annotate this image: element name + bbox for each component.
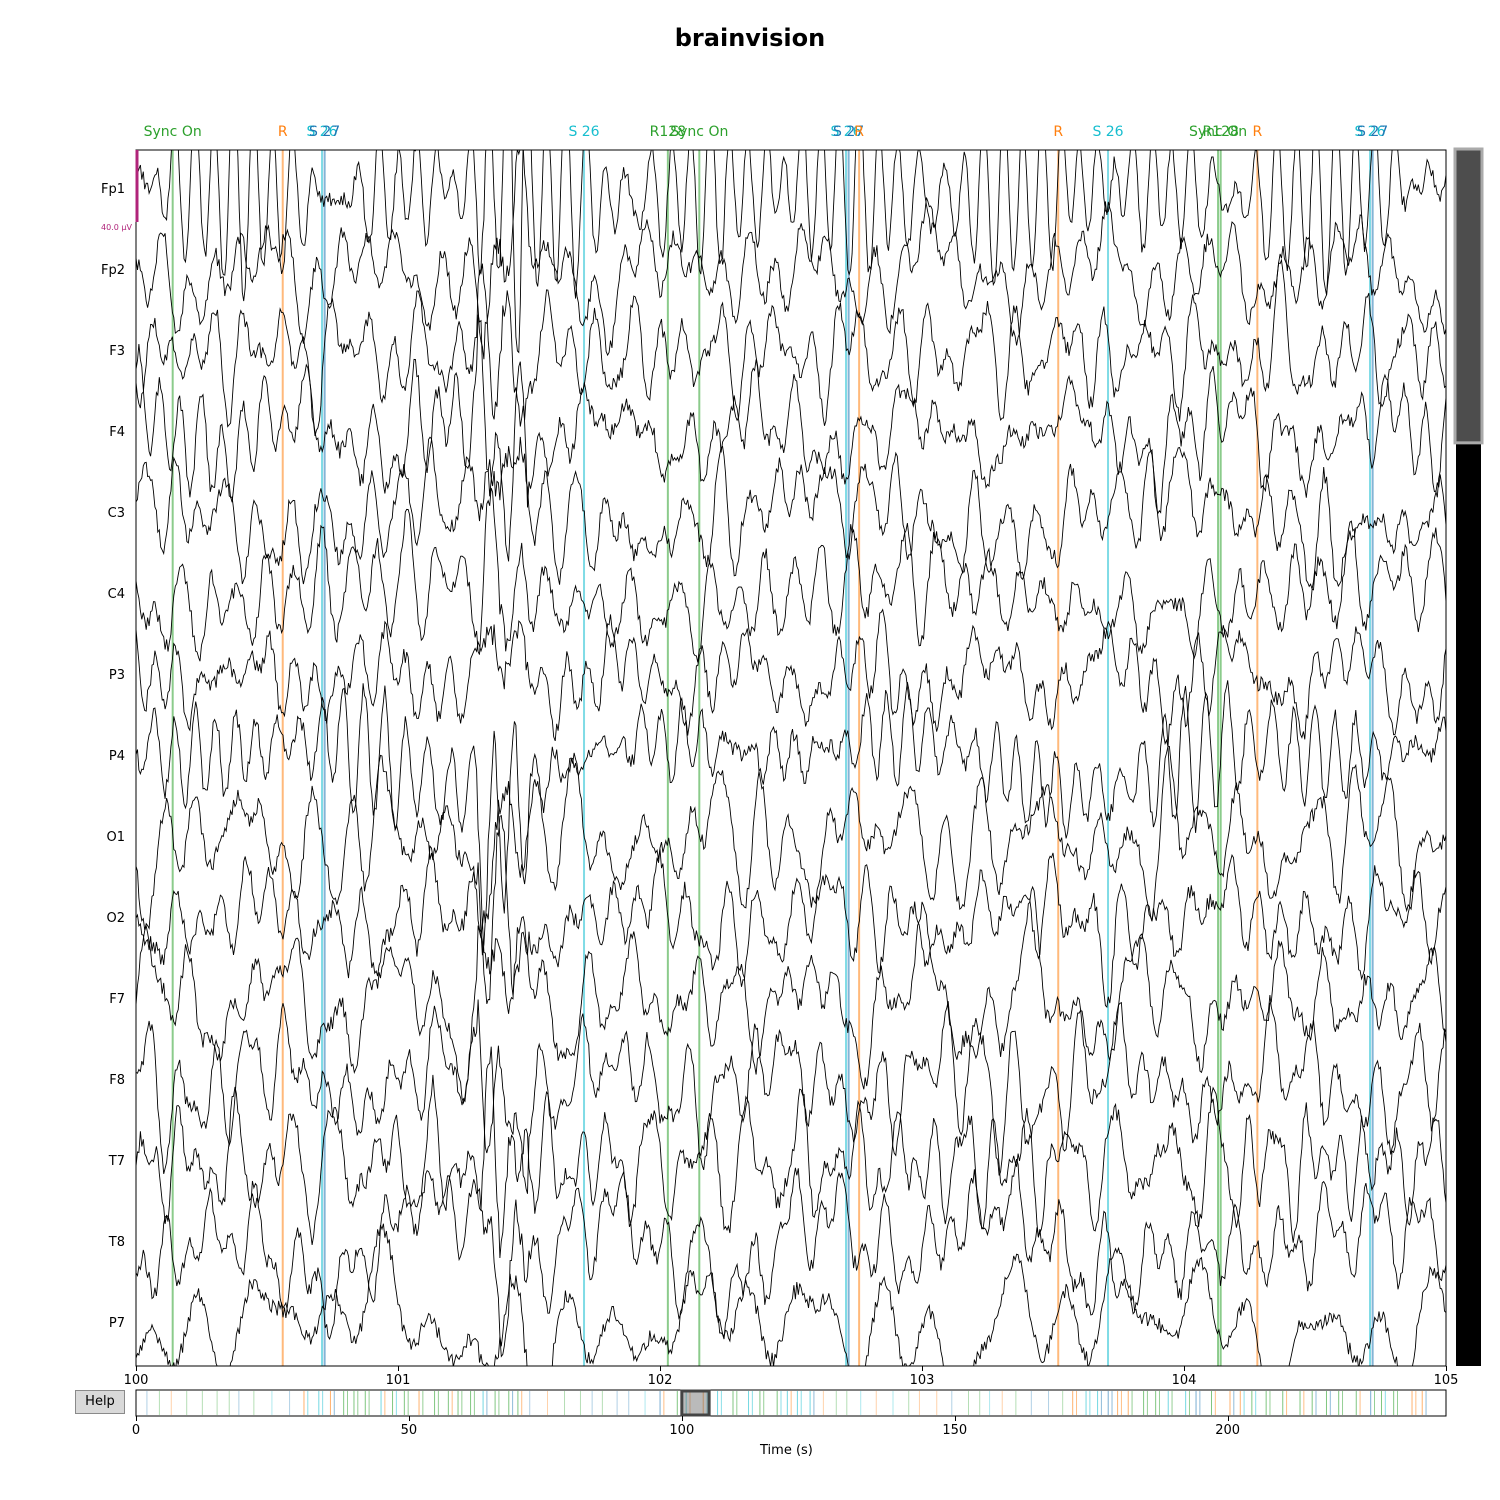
channel-label-c3[interactable]: C3 bbox=[107, 505, 125, 521]
channel-label-fp2[interactable]: Fp2 bbox=[100, 262, 125, 278]
time-tick-mark bbox=[398, 1366, 399, 1371]
channel-label-t8[interactable]: T8 bbox=[108, 1235, 125, 1251]
eeg-trace-fp2 bbox=[136, 150, 1446, 360]
channel-label-t7[interactable]: T7 bbox=[108, 1154, 125, 1170]
channel-label-f8[interactable]: F8 bbox=[109, 1073, 125, 1089]
overview-tick-label: 50 bbox=[400, 1423, 418, 1438]
overview-tick-mark bbox=[408, 1416, 410, 1421]
channel-label-f7[interactable]: F7 bbox=[109, 992, 125, 1008]
plot-frame bbox=[135, 149, 1447, 1367]
time-tick-label: 104 bbox=[1171, 1373, 1197, 1388]
scale-bar-label: 40.0 µV bbox=[101, 223, 132, 232]
annotation-label: S 27 bbox=[833, 124, 865, 140]
time-tick-mark bbox=[660, 1366, 661, 1371]
overview-tick-mark bbox=[1227, 1416, 1229, 1421]
channel-label-fp1[interactable]: Fp1 bbox=[100, 181, 125, 197]
time-tick-label: 103 bbox=[909, 1373, 935, 1388]
time-tick-label: 105 bbox=[1433, 1373, 1459, 1388]
time-tick-mark bbox=[1184, 1366, 1185, 1371]
channel-label-c4[interactable]: C4 bbox=[107, 586, 125, 602]
time-tick-label: 100 bbox=[123, 1373, 149, 1388]
annotation-label: S 26 bbox=[1092, 124, 1124, 140]
eeg-trace-f7 bbox=[136, 885, 1446, 1105]
channel-label-o2[interactable]: O2 bbox=[106, 911, 125, 927]
time-tick-label: 102 bbox=[647, 1373, 673, 1388]
eeg-trace-t8 bbox=[136, 1158, 1446, 1358]
annotation-label: R bbox=[1053, 124, 1064, 140]
annotation-label: S 26 bbox=[568, 124, 600, 140]
overview-tick-label: 100 bbox=[669, 1423, 695, 1438]
plot-title: brainvision bbox=[674, 24, 826, 52]
eeg-trace-f8 bbox=[136, 995, 1446, 1194]
annotation-label: R bbox=[1252, 124, 1263, 140]
time-tick-mark bbox=[136, 1366, 137, 1371]
annotation-label: S 27 bbox=[1357, 124, 1389, 140]
channel-label-p7[interactable]: P7 bbox=[108, 1316, 125, 1332]
eeg-trace-f3 bbox=[136, 258, 1446, 437]
eeg-traces bbox=[136, 150, 1446, 1366]
annotation-label: S 27 bbox=[309, 124, 341, 140]
eeg-trace-f4 bbox=[136, 314, 1446, 562]
channel-label-p4[interactable]: P4 bbox=[108, 749, 125, 764]
overview-annotation-ticks bbox=[146, 1391, 1427, 1415]
overview-tick-mark bbox=[681, 1416, 683, 1421]
eeg-trace-t7 bbox=[136, 1046, 1446, 1259]
help-button[interactable]: Help bbox=[75, 1390, 125, 1414]
vertical-scrollbar-thumb[interactable] bbox=[1453, 147, 1484, 445]
eeg-trace-fp1 bbox=[136, 150, 1446, 354]
channel-label-p3[interactable]: P3 bbox=[108, 667, 125, 683]
overview-tick-label: 150 bbox=[942, 1423, 968, 1438]
eeg-trace-c3 bbox=[136, 436, 1446, 590]
annotation-label: S 26 bbox=[306, 124, 338, 140]
annotation-label: R bbox=[277, 124, 288, 140]
eeg-trace-c4 bbox=[136, 487, 1446, 663]
annotation-label: S 26 bbox=[1354, 124, 1386, 140]
annotation-label: R128 bbox=[1202, 124, 1239, 140]
channel-label-o1[interactable]: O1 bbox=[106, 830, 125, 846]
time-axis-label: Time (s) bbox=[760, 1443, 813, 1458]
overview-tick-mark bbox=[136, 1416, 137, 1421]
time-tick-label: 101 bbox=[385, 1373, 411, 1388]
channel-label-f3[interactable]: F3 bbox=[109, 343, 125, 359]
eeg-trace-p7 bbox=[136, 1216, 1446, 1366]
overview-tick-label: 200 bbox=[1215, 1423, 1241, 1438]
annotation-label: Sync On bbox=[143, 124, 202, 140]
overview-view-window[interactable] bbox=[680, 1389, 711, 1417]
annotation-label: Sync On bbox=[670, 124, 729, 140]
annotation-label: R128 bbox=[649, 124, 687, 140]
channel-label-f4[interactable]: F4 bbox=[109, 424, 125, 440]
overview-tick-mark bbox=[954, 1416, 956, 1421]
time-tick-mark bbox=[922, 1366, 923, 1371]
time-tick-mark bbox=[1446, 1366, 1447, 1371]
annotation-label: Sync On bbox=[1189, 124, 1248, 140]
annotation-label: R bbox=[854, 124, 864, 140]
eeg-trace-o2 bbox=[136, 814, 1446, 1009]
eeg-trace-p4 bbox=[136, 680, 1446, 927]
annotation-label: S 26 bbox=[830, 124, 862, 140]
eeg-trace-o1 bbox=[136, 745, 1446, 956]
overview-tick-label: 0 bbox=[131, 1423, 141, 1438]
eeg-trace-p3 bbox=[136, 608, 1446, 747]
